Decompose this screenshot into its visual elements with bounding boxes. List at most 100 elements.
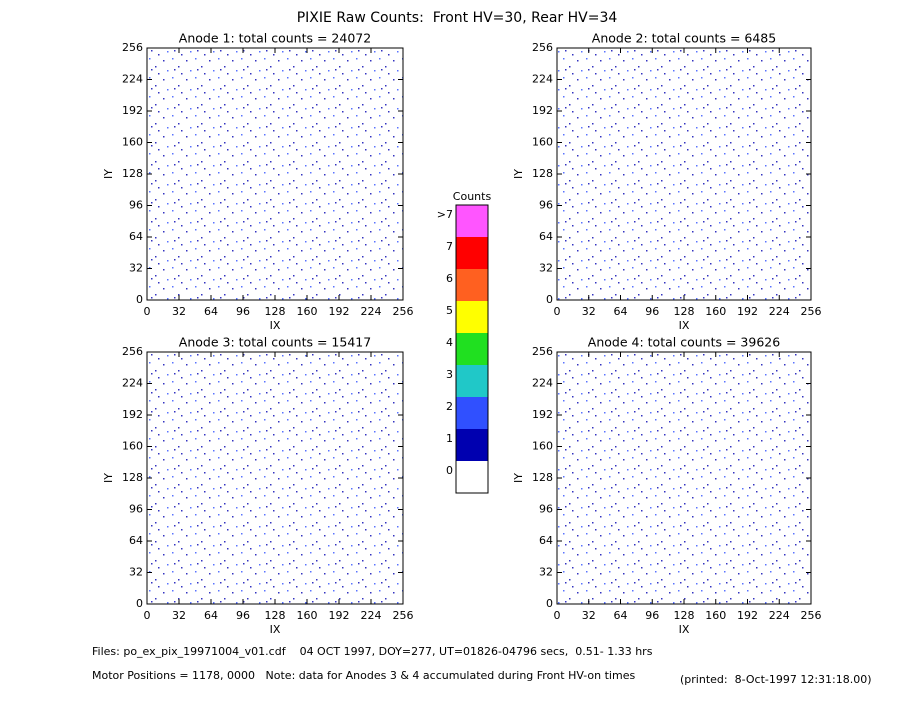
y-tick-label: 128 — [532, 167, 553, 180]
x-tick-label: 160 — [297, 305, 318, 318]
x-tick-label: 0 — [554, 305, 561, 318]
y-tick-label: 192 — [532, 408, 553, 421]
panel-title: Anode 2: total counts = 6485 — [592, 31, 776, 46]
y-axis-label: IY — [102, 473, 115, 483]
x-tick-label: 64 — [204, 305, 218, 318]
x-tick-label: 160 — [297, 609, 318, 622]
count-texture — [147, 48, 403, 300]
x-axis-label: IX — [270, 623, 281, 636]
y-tick-label: 64 — [129, 230, 143, 243]
y-tick-label: 160 — [122, 440, 143, 453]
y-tick-label: 256 — [122, 41, 143, 54]
colorbar-label: >7 — [437, 208, 453, 221]
colorbar-title: Counts — [453, 190, 492, 203]
x-tick-label: 128 — [265, 609, 286, 622]
y-tick-label: 32 — [539, 262, 553, 275]
y-tick-label: 192 — [122, 104, 143, 117]
x-tick-label: 192 — [329, 305, 350, 318]
y-tick-label: 192 — [122, 408, 143, 421]
y-tick-label: 256 — [532, 345, 553, 358]
x-tick-label: 64 — [614, 305, 628, 318]
x-tick-label: 32 — [582, 305, 596, 318]
y-tick-label: 192 — [532, 104, 553, 117]
x-tick-label: 192 — [737, 609, 758, 622]
x-tick-label: 96 — [236, 609, 250, 622]
x-tick-label: 224 — [361, 609, 382, 622]
y-tick-label: 224 — [122, 377, 143, 390]
x-tick-label: 128 — [674, 305, 695, 318]
panel-title: Anode 1: total counts = 24072 — [179, 31, 371, 46]
y-tick-label: 96 — [539, 199, 553, 212]
y-tick-label: 160 — [532, 440, 553, 453]
colorbar-cell — [456, 269, 488, 301]
x-tick-label: 160 — [705, 609, 726, 622]
count-texture — [557, 352, 811, 604]
y-tick-label: 64 — [539, 230, 553, 243]
colorbar-label: 0 — [446, 464, 453, 477]
y-tick-label: 224 — [532, 73, 553, 86]
x-tick-label: 224 — [361, 305, 382, 318]
y-tick-label: 224 — [532, 377, 553, 390]
x-tick-label: 128 — [265, 305, 286, 318]
colorbar-cell — [456, 301, 488, 333]
colorbar-label: 4 — [446, 336, 453, 349]
y-axis-label: IY — [512, 169, 525, 179]
colorbar-label: 7 — [446, 240, 453, 253]
panel: Anode 2: total counts = 6485 0 32 64 96 128 16… — [512, 31, 822, 333]
colorbar-label: 2 — [446, 400, 453, 413]
x-tick-label: 32 — [582, 609, 596, 622]
colorbar-cell — [456, 461, 488, 493]
x-tick-label: 0 — [554, 609, 561, 622]
y-tick-label: 128 — [122, 471, 143, 484]
colorbar-frame — [455, 204, 489, 494]
x-tick-label: 0 — [144, 305, 151, 318]
panel: Anode 1: total counts = 24072 0 32 64 96 128 1… — [102, 31, 414, 333]
colorbar-label: 1 — [446, 432, 453, 445]
y-tick-label: 128 — [532, 471, 553, 484]
x-tick-label: 96 — [236, 305, 250, 318]
colorbar-cell — [456, 397, 488, 429]
y-tick-label: 32 — [129, 262, 143, 275]
x-tick-label: 256 — [393, 609, 414, 622]
footer-printed: (printed: 8-Oct-1997 12:31:18.00) — [680, 673, 872, 686]
y-tick-label: 96 — [129, 503, 143, 516]
colorbar-cell — [456, 365, 488, 397]
y-tick-label: 160 — [122, 136, 143, 149]
y-tick-label: 96 — [129, 199, 143, 212]
count-texture — [557, 48, 811, 300]
colorbar-label: 3 — [446, 368, 453, 381]
panel-title: Anode 4: total counts = 39626 — [588, 335, 780, 350]
x-tick-label: 224 — [769, 609, 790, 622]
y-tick-label: 0 — [546, 293, 553, 306]
x-tick-label: 0 — [144, 609, 151, 622]
colorbar-cell — [456, 237, 488, 269]
y-tick-label: 128 — [122, 167, 143, 180]
x-tick-label: 192 — [329, 609, 350, 622]
x-tick-label: 256 — [393, 305, 414, 318]
x-axis-label: IX — [679, 623, 690, 636]
x-tick-label: 96 — [645, 305, 659, 318]
colorbar-label: 5 — [446, 304, 453, 317]
y-tick-label: 64 — [129, 534, 143, 547]
y-tick-label: 96 — [539, 503, 553, 516]
colorbar-label: 6 — [446, 272, 453, 285]
colorbar-cell — [456, 333, 488, 365]
x-tick-label: 160 — [705, 305, 726, 318]
footer-files: Files: po_ex_pix_19971004_v01.cdf 04 OCT… — [92, 645, 653, 658]
y-tick-label: 0 — [546, 597, 553, 610]
x-tick-label: 64 — [614, 609, 628, 622]
figure-title: PIXIE Raw Counts: Front HV=30, Rear HV=3… — [297, 10, 618, 26]
y-tick-label: 224 — [122, 73, 143, 86]
panel-title: Anode 3: total counts = 15417 — [179, 335, 371, 350]
y-tick-label: 0 — [136, 293, 143, 306]
x-axis-label: IX — [679, 319, 690, 332]
colorbar-cell — [456, 205, 488, 237]
panel: Anode 3: total counts = 15417 0 32 64 96 128 1… — [102, 335, 414, 637]
y-tick-label: 32 — [539, 566, 553, 579]
y-tick-label: 64 — [539, 534, 553, 547]
footer-motor: Motor Positions = 1178, 0000 Note: data … — [92, 669, 635, 682]
x-tick-label: 192 — [737, 305, 758, 318]
